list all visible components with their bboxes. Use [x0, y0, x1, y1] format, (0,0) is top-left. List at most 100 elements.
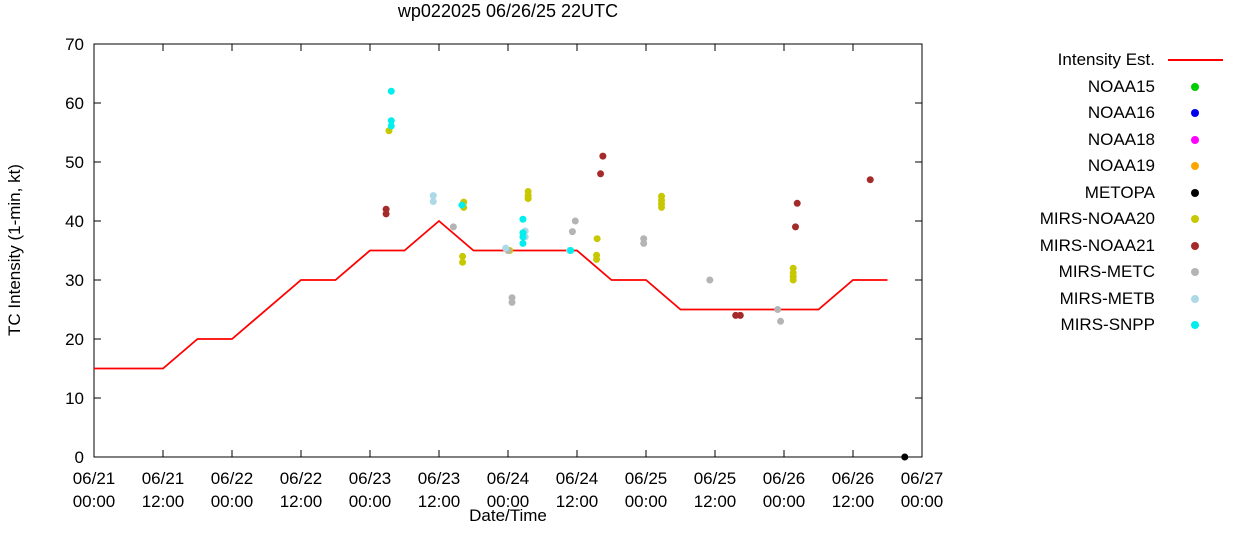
data-point-mirs-snpp: [387, 87, 395, 95]
legend-item-intensity-est: Intensity Est.: [990, 47, 1240, 74]
x-tick-label-date: 06/21: [73, 469, 116, 488]
legend-dot-icon: [1191, 188, 1199, 197]
data-point-mirs-snpp: [519, 233, 527, 241]
x-tick-label-time: 00:00: [763, 492, 806, 511]
legend-label: MIRS-NOAA21: [1039, 235, 1155, 255]
x-tick-label-time: 00:00: [487, 492, 530, 511]
x-tick-label-date: 06/26: [832, 469, 875, 488]
x-tick-label-date: 06/23: [349, 469, 392, 488]
plot-area: 06/21 00:00 06/21 12:00 06/22 00:00 06/22 12:00…: [65, 35, 943, 511]
legend-dot-icon: [1191, 109, 1199, 118]
x-tick-label-date: 06/24: [556, 469, 599, 488]
legend-marker: [1165, 241, 1225, 250]
legend-item-mirs-snpp: MIRS-SNPP: [990, 312, 1240, 339]
legend-line-icon: [1167, 59, 1223, 62]
y-tick-label: 10: [65, 389, 84, 408]
x-tick-label-time: 12:00: [832, 492, 875, 511]
legend-dot-icon: [1191, 82, 1199, 91]
data-point-mirs-noaa20: [459, 252, 467, 260]
data-point-mirs-snpp: [387, 122, 395, 130]
y-tick-label: 0: [75, 448, 84, 467]
data-point-mirs-noaa21: [599, 152, 607, 160]
legend-label: MIRS-METC: [1058, 262, 1155, 282]
data-point-mirs-snpp: [387, 117, 395, 125]
legend-dot-icon: [1191, 135, 1199, 144]
data-point-mirs-snpp: [519, 239, 527, 247]
legend-item-metopa: METOPA: [990, 180, 1240, 207]
data-point-mirs-metb: [429, 198, 437, 206]
chart-title: wp022025 06/26/25 22UTC: [397, 1, 618, 21]
legend-marker: [1165, 215, 1225, 224]
legend-label: MIRS-METB: [1059, 288, 1155, 308]
data-point-mirs-noaa20: [593, 235, 601, 243]
x-tick-label-date: 06/23: [418, 469, 461, 488]
legend-marker: [1165, 59, 1225, 62]
data-point-mirs-metb: [502, 244, 510, 252]
data-point-mirs-metc: [508, 298, 516, 306]
x-tick-label-date: 06/24: [487, 469, 530, 488]
x-tick-label-date: 06/22: [280, 469, 323, 488]
data-point-mirs-noaa20: [789, 276, 797, 284]
data-point-mirs-metc: [640, 239, 648, 247]
legend-dot-icon: [1191, 294, 1199, 303]
data-point-mirs-noaa21: [793, 199, 801, 207]
x-tick-label-date: 06/26: [763, 469, 806, 488]
y-tick-label: 30: [65, 271, 84, 290]
x-axis-label: Date/Time: [469, 506, 547, 525]
legend-dot-icon: [1191, 215, 1199, 224]
data-point-mirs-metc: [449, 223, 457, 231]
legend-label: MIRS-NOAA20: [1039, 209, 1155, 229]
data-point-metopa: [901, 453, 909, 461]
data-point-mirs-metc: [774, 306, 782, 313]
data-point-mirs-noaa21: [736, 311, 744, 319]
x-tick-label-time: 00:00: [349, 492, 392, 511]
data-point-mirs-noaa21: [866, 176, 874, 184]
legend-label: MIRS-SNPP: [1060, 315, 1155, 335]
legend-dot-icon: [1191, 321, 1199, 330]
legend-marker: [1165, 268, 1225, 277]
data-point-mirs-noaa20: [593, 255, 601, 263]
y-tick-label: 20: [65, 330, 84, 349]
y-tick-label: 50: [65, 153, 84, 172]
intensity-line: [94, 219, 888, 370]
data-point-mirs-snpp: [519, 215, 527, 223]
legend-item-mirs-metc: MIRS-METC: [990, 259, 1240, 286]
x-tick-label-time: 12:00: [556, 492, 599, 511]
x-tick-label-time: 00:00: [901, 492, 944, 511]
data-point-mirs-metc: [706, 276, 714, 284]
legend-marker: [1165, 294, 1225, 303]
y-tick-label: 40: [65, 212, 84, 231]
data-point-mirs-metc: [568, 228, 576, 236]
data-point-mirs-noaa20: [459, 258, 467, 266]
legend: Intensity Est. NOAA15 NOAA16 NOAA18 NOAA19 ME…: [990, 47, 1240, 339]
x-tick-label-date: 06/25: [625, 469, 668, 488]
data-point-mirs-metc: [777, 317, 785, 325]
data-point-mirs-metc: [571, 217, 579, 225]
data-point-mirs-snpp: [567, 247, 575, 254]
legend-item-noaa18: NOAA18: [990, 127, 1240, 154]
legend-marker: [1165, 321, 1225, 330]
y-tick-label: 60: [65, 94, 84, 113]
legend-item-noaa15: NOAA15: [990, 74, 1240, 101]
legend-marker: [1165, 135, 1225, 144]
legend-label: NOAA18: [1087, 129, 1155, 149]
legend-label: NOAA19: [1087, 156, 1155, 176]
x-tick-label-time: 12:00: [694, 492, 737, 511]
legend-label: NOAA16: [1087, 103, 1155, 123]
x-tick-label-time: 12:00: [418, 492, 461, 511]
x-tick-label-date: 06/25: [694, 469, 737, 488]
legend-label: METOPA: [1084, 182, 1155, 202]
intensity-plot: wp022025 06/26/25 22UTC Date/Time TC Int…: [5, 1, 943, 525]
legend-item-mirs-noaa20: MIRS-NOAA20: [990, 206, 1240, 233]
data-point-mirs-noaa21: [792, 223, 799, 231]
y-tick-label: 70: [65, 35, 84, 54]
legend-marker: [1165, 82, 1225, 91]
legend-item-mirs-metb: MIRS-METB: [990, 286, 1240, 313]
legend-item-noaa19: NOAA19: [990, 153, 1240, 180]
legend-item-mirs-noaa21: MIRS-NOAA21: [990, 233, 1240, 260]
x-tick-label-time: 00:00: [73, 492, 116, 511]
data-point-mirs-noaa21: [382, 210, 390, 218]
legend-dot-icon: [1191, 268, 1199, 277]
legend-label: NOAA15: [1087, 76, 1155, 96]
